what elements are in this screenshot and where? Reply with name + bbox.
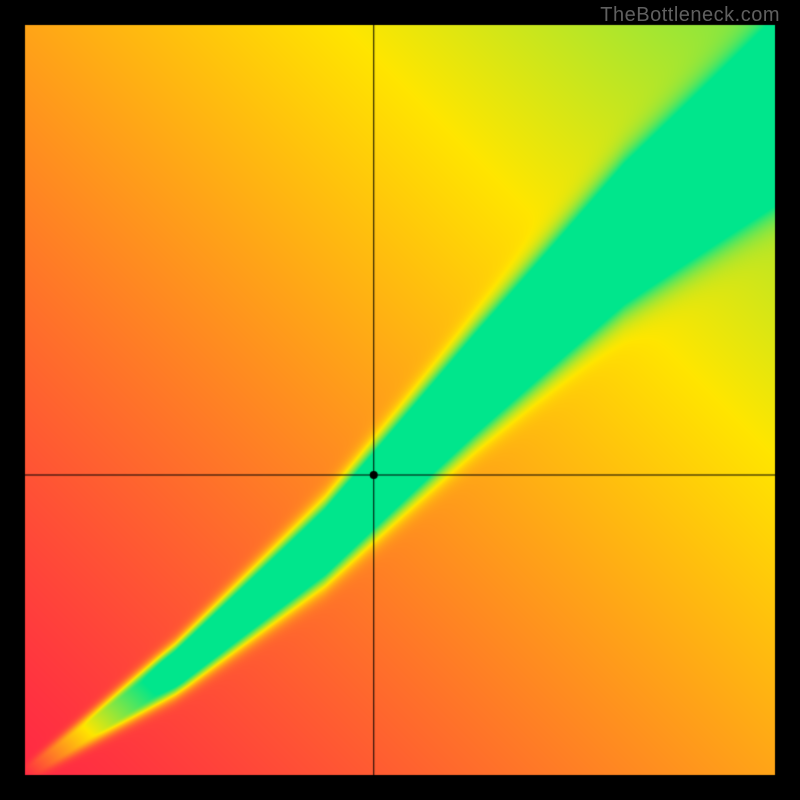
bottleneck-heatmap [0, 0, 800, 800]
watermark-text: TheBottleneck.com [600, 4, 780, 27]
